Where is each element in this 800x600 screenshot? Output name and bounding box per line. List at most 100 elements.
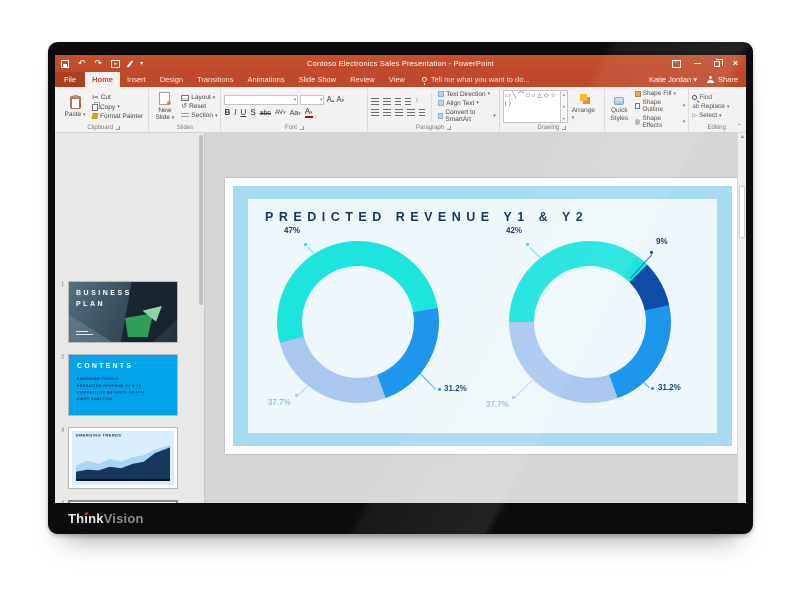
italic-button[interactable]: I [234, 108, 237, 117]
tab-slideshow[interactable]: Slide Show [298, 75, 337, 84]
thumb2-title: CONTENTS [77, 363, 134, 370]
scissors-icon: ✂ [92, 92, 99, 102]
font-group-label: Font [284, 124, 297, 131]
share-label: Share [717, 75, 738, 84]
font-name-combobox[interactable]: ▾ [224, 95, 299, 105]
change-case-button[interactable]: Aa▾ [289, 109, 301, 117]
new-slide-button[interactable]: New Slide ▾ [152, 90, 177, 123]
tab-insert[interactable]: Insert [126, 75, 146, 84]
shrink-font-button[interactable]: A▾ [336, 95, 345, 104]
cut-button[interactable]: ✂ Cut [92, 92, 111, 102]
user-menu[interactable]: Katie Jordan ▾ [649, 75, 697, 84]
bullets-icon[interactable] [371, 97, 380, 105]
replace-button[interactable]: ab Replace ▾ [692, 103, 730, 110]
convert-smartart-button[interactable]: Convert to SmartArt ▾ [438, 109, 496, 123]
section-button[interactable]: Section ▾ [181, 112, 217, 119]
minimize-icon[interactable] [693, 63, 701, 64]
shape-effects-button[interactable]: Shape Effects ▾ [634, 115, 685, 129]
text-direction-button[interactable]: Text Direction ▾ [438, 91, 495, 98]
tell-me-box[interactable]: Tell me what you want to do... [421, 72, 530, 87]
shape-fill-icon [634, 90, 641, 97]
underline-button[interactable]: U [240, 108, 247, 117]
data-label: 9% [656, 237, 668, 246]
donut-chart-y2[interactable] [509, 241, 671, 403]
find-button[interactable]: Find [692, 94, 729, 101]
columns-icon[interactable] [419, 108, 426, 116]
tab-transitions[interactable]: Transitions [197, 75, 234, 84]
close-icon[interactable]: × [732, 58, 738, 68]
data-label: 37.7% [486, 400, 509, 409]
layout-button[interactable]: Layout ▾ [181, 94, 217, 101]
replace-icon: ab [692, 103, 700, 110]
increase-indent-icon[interactable] [405, 97, 412, 105]
shape-outline-button[interactable]: Shape Outline ▾ [634, 99, 685, 113]
monitor-chin: ThinkVision [48, 503, 753, 534]
reset-button[interactable]: ↺ Reset [181, 103, 207, 110]
thinkvision-logo: ThinkVision [68, 511, 144, 526]
collapse-ribbon-icon[interactable]: ⌃ [736, 124, 742, 130]
format-painter-button[interactable]: Format Painter [91, 113, 143, 120]
align-center-icon[interactable] [383, 108, 392, 116]
slide-title[interactable]: PREDICTED REVENUE Y1 & Y2 [265, 210, 589, 224]
justify-icon[interactable] [407, 108, 416, 116]
align-left-icon[interactable] [371, 108, 380, 116]
align-right-icon[interactable] [395, 108, 404, 116]
thumbnail-slide-2[interactable]: CONTENTS EMERGING TRENDS PREDICTED REVEN… [68, 354, 178, 416]
character-spacing-button[interactable]: AV▾ [274, 108, 286, 116]
font-color-button[interactable]: A▾ [304, 107, 313, 118]
align-text-button[interactable]: Align Text ▾ [438, 100, 495, 107]
tab-view[interactable]: View [388, 75, 405, 84]
thumbnail-slide-4-selected[interactable]: PREDICTED REVENUE Y1 & Y2 [68, 500, 178, 503]
font-dialog-launcher-icon[interactable] [299, 125, 304, 130]
select-button[interactable]: ▷ Select ▾ [692, 112, 722, 119]
thumbnail-slide-3[interactable]: EMERGING TRENDS [68, 427, 178, 489]
ribbon-display-options-icon[interactable]: ⌃ [671, 59, 681, 68]
redo-icon[interactable]: ↷ [94, 58, 103, 68]
shape-fill-button[interactable]: Shape Fill ▾ [634, 90, 686, 97]
tab-animations[interactable]: Animations [247, 75, 285, 84]
slide[interactable]: PREDICTED REVENUE Y1 & Y2 47% 31.2% 37.7… [225, 178, 740, 454]
thumbnail-slide-1[interactable]: BUSINESS PLAN [68, 281, 178, 343]
tab-home[interactable]: Home [85, 72, 120, 87]
tab-design[interactable]: Design [159, 75, 184, 84]
scroll-up-icon[interactable]: ▲ [740, 134, 745, 140]
shapes-gallery-scroll[interactable]: ▴ ▾ ▾ [560, 90, 568, 123]
copy-button[interactable]: Copy ▾ [92, 103, 143, 111]
text-shadow-button[interactable]: S [250, 108, 256, 117]
start-slideshow-icon[interactable]: ▸ [111, 59, 121, 68]
quick-styles-button[interactable]: Quick Styles [608, 90, 631, 129]
decrease-indent-icon[interactable] [395, 97, 402, 105]
paragraph-group-label: Paragraph [416, 124, 445, 131]
scrollbar-thumb[interactable] [739, 186, 745, 238]
tab-file[interactable]: File [55, 72, 86, 87]
monitor: Contoso Electronics Sales Presentation -… [48, 42, 753, 534]
drawing-dialog-launcher-icon[interactable] [562, 125, 567, 130]
line-spacing-icon[interactable]: ↕ [415, 98, 419, 104]
bold-button[interactable]: B [224, 108, 231, 117]
grow-font-button[interactable]: A▴ [326, 95, 335, 104]
customize-toolbar-icon[interactable]: ▾ [140, 60, 144, 67]
paragraph-dialog-launcher-icon[interactable] [447, 125, 452, 130]
save-icon[interactable] [61, 59, 69, 68]
slide-canvas[interactable]: PREDICTED REVENUE Y1 & Y2 47% 31.2% 37.7… [205, 133, 746, 503]
paste-icon [69, 94, 81, 109]
strikethrough-button[interactable]: abc [259, 109, 271, 117]
numbering-icon[interactable] [383, 97, 392, 105]
canvas-scrollbar[interactable]: ▲ [737, 133, 746, 503]
clipboard-dialog-launcher-icon[interactable] [116, 125, 121, 130]
ribbon-group-font: ▾ ▾ A▴ A▾ B I U S abc AV▾ Aa▾ [221, 89, 369, 132]
paste-button[interactable]: Paste ▾ [62, 90, 88, 123]
tab-review[interactable]: Review [350, 75, 375, 84]
arrange-button[interactable]: Arrange ▾ [572, 90, 598, 123]
ribbon-group-clipboard: Paste ▾ ✂ Cut Copy ▾ Format Painter Clipbo… [59, 89, 150, 132]
arrange-icon [579, 93, 587, 101]
pen-mode-icon[interactable] [126, 59, 134, 68]
share-button[interactable]: Share [707, 75, 738, 84]
font-size-combobox[interactable]: ▾ [300, 95, 325, 105]
ribbon-group-editing: Find ab Replace ▾ ▷ Select ▾ Editing [689, 89, 744, 132]
restore-icon[interactable] [713, 58, 723, 67]
undo-icon[interactable]: ↶ [78, 58, 86, 68]
panel-scrollbar[interactable] [199, 135, 203, 305]
donut-chart-y1[interactable] [277, 241, 439, 403]
shapes-gallery[interactable]: ▭ ╲ ⌒ □ ○ △ ◇ ☆() [502, 90, 561, 123]
